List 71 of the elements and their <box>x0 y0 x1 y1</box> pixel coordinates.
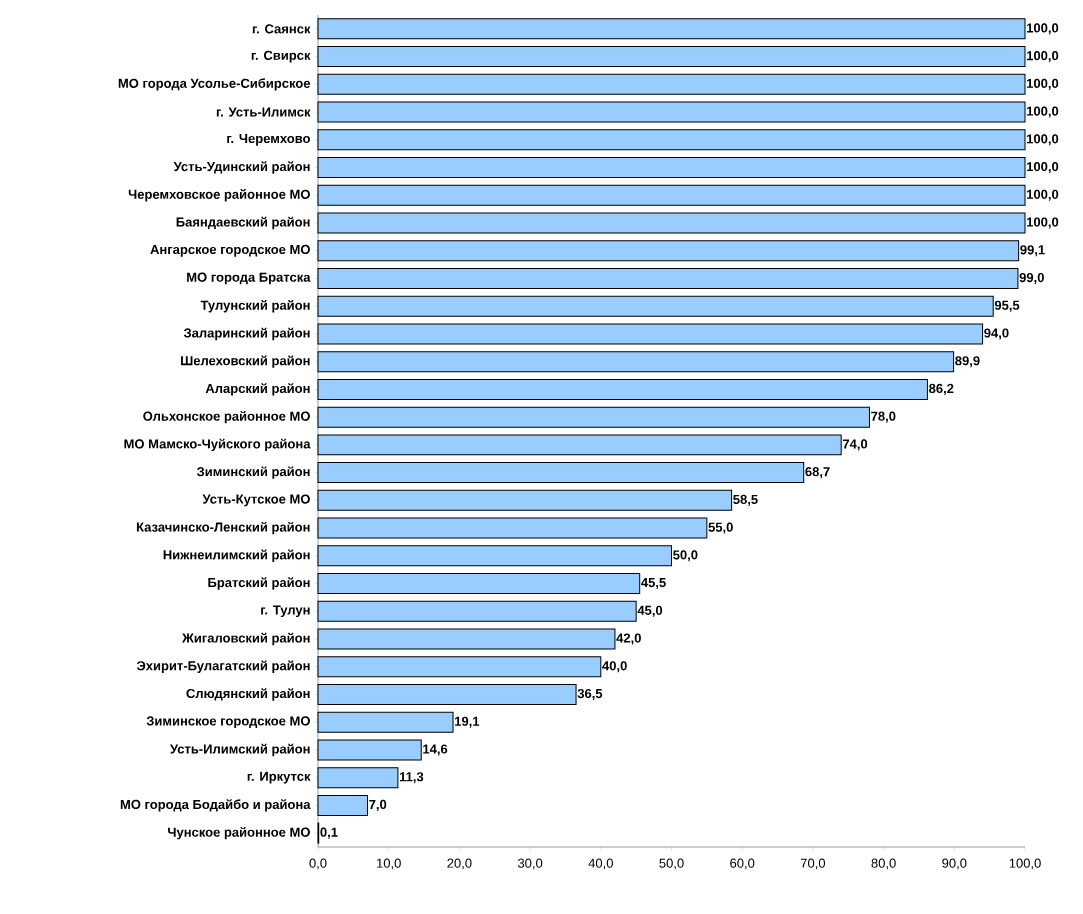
data-label: 11,3 <box>399 772 424 784</box>
data-label: 100,0 <box>1027 78 1059 90</box>
y-tick-label: Жигаловский район <box>182 632 310 646</box>
y-tick-label: г. Саянск <box>252 24 311 34</box>
y-tick-label: МО города Усолье-Сибирское <box>118 78 311 91</box>
data-label: 36,5 <box>577 688 603 701</box>
data-label: 45,5 <box>641 578 666 590</box>
data-label: 94,0 <box>984 328 1009 340</box>
x-tick-label: 50,0 <box>659 858 684 870</box>
y-tick-label: Усть-Илимский район <box>169 743 310 757</box>
y-tick-label: МО Мамско-Чуйского района <box>124 438 311 452</box>
data-label: 100,0 <box>1027 217 1059 229</box>
data-label: 100,0 <box>1027 23 1059 35</box>
data-label: 0,1 <box>320 827 338 839</box>
data-label: 100,0 <box>1027 51 1059 63</box>
y-tick-label: МО города Бодайбо и района <box>120 799 311 812</box>
y-tick-label: г. Тулун <box>261 605 310 618</box>
y-tick-label: Черемховское районное МО <box>128 189 310 202</box>
x-tick-label: 0,0 <box>309 858 327 870</box>
data-label: 19,1 <box>455 716 480 728</box>
x-tick-label: 10,0 <box>377 858 401 870</box>
data-label: 100,0 <box>1027 189 1059 201</box>
y-tick-label: Слюдянский район <box>186 688 310 701</box>
x-tick-label: 100,0 <box>1009 858 1041 870</box>
data-label: 86,2 <box>929 383 954 395</box>
data-label: 42,0 <box>616 633 641 645</box>
y-tick-label: г. Черемхово <box>227 133 310 146</box>
x-tick-label: 20,0 <box>447 858 472 870</box>
data-label: 58,5 <box>733 494 758 506</box>
data-label: 99,0 <box>1019 272 1044 285</box>
x-tick-label: 90,0 <box>942 858 967 870</box>
data-label: 95,5 <box>994 300 1020 312</box>
data-label: 100,0 <box>1027 161 1059 174</box>
data-label: 100,0 <box>1027 106 1059 118</box>
y-tick-label: Заларинский район <box>183 327 310 341</box>
y-tick-label: г. Усть-Илимск <box>216 107 311 117</box>
y-tick-label: МО города Братска <box>187 272 311 285</box>
y-tick-label: Казачинско-Ленский район <box>136 521 310 535</box>
y-tick-label: Зиминский район <box>196 466 310 479</box>
y-tick-label: Усть-Удинский район <box>173 161 310 174</box>
y-tick-label: Баяндаевский район <box>176 216 310 230</box>
x-tick-label: 30,0 <box>517 858 543 870</box>
data-label: 55,0 <box>708 522 733 534</box>
x-tick-label: 80,0 <box>871 858 896 870</box>
y-tick-label: Чунское районное МО <box>168 826 310 840</box>
data-label: 99,1 <box>1020 245 1045 257</box>
x-tick-label: 70,0 <box>800 858 826 870</box>
y-tick-label: Эхирит-Булагатский район <box>136 660 310 673</box>
y-tick-label: Аларский район <box>205 383 310 396</box>
x-tick-label: 60,0 <box>730 858 755 870</box>
y-tick-label: Ангарское городское МО <box>150 244 310 257</box>
data-label: 89,9 <box>955 356 980 368</box>
y-tick-label: Ольхонское районное МО <box>143 410 310 424</box>
y-tick-label: Тулунский район <box>200 300 310 313</box>
data-label: 100,0 <box>1027 134 1059 146</box>
x-tick-label: 40,0 <box>588 858 613 870</box>
y-tick-label: Зиминское городское МО <box>146 716 310 729</box>
y-tick-label: Братский район <box>208 577 310 590</box>
data-label: 40,0 <box>602 661 627 673</box>
data-label: 14,6 <box>423 744 448 756</box>
y-tick-label: г. Свирск <box>251 50 311 63</box>
data-label: 78,0 <box>871 411 896 423</box>
y-tick-label: Шелеховский район <box>181 355 310 368</box>
y-tick-label: Нижнеилимский район <box>163 549 310 562</box>
data-label: 45,0 <box>637 605 663 617</box>
data-label: 74,0 <box>842 439 868 451</box>
y-tick-label: Усть-Кутское МО <box>202 494 310 507</box>
data-label: 7,0 <box>369 799 387 811</box>
data-label: 50,0 <box>673 550 698 562</box>
data-label: 68,7 <box>805 467 830 479</box>
y-tick-label: г. Иркутск <box>247 771 311 784</box>
